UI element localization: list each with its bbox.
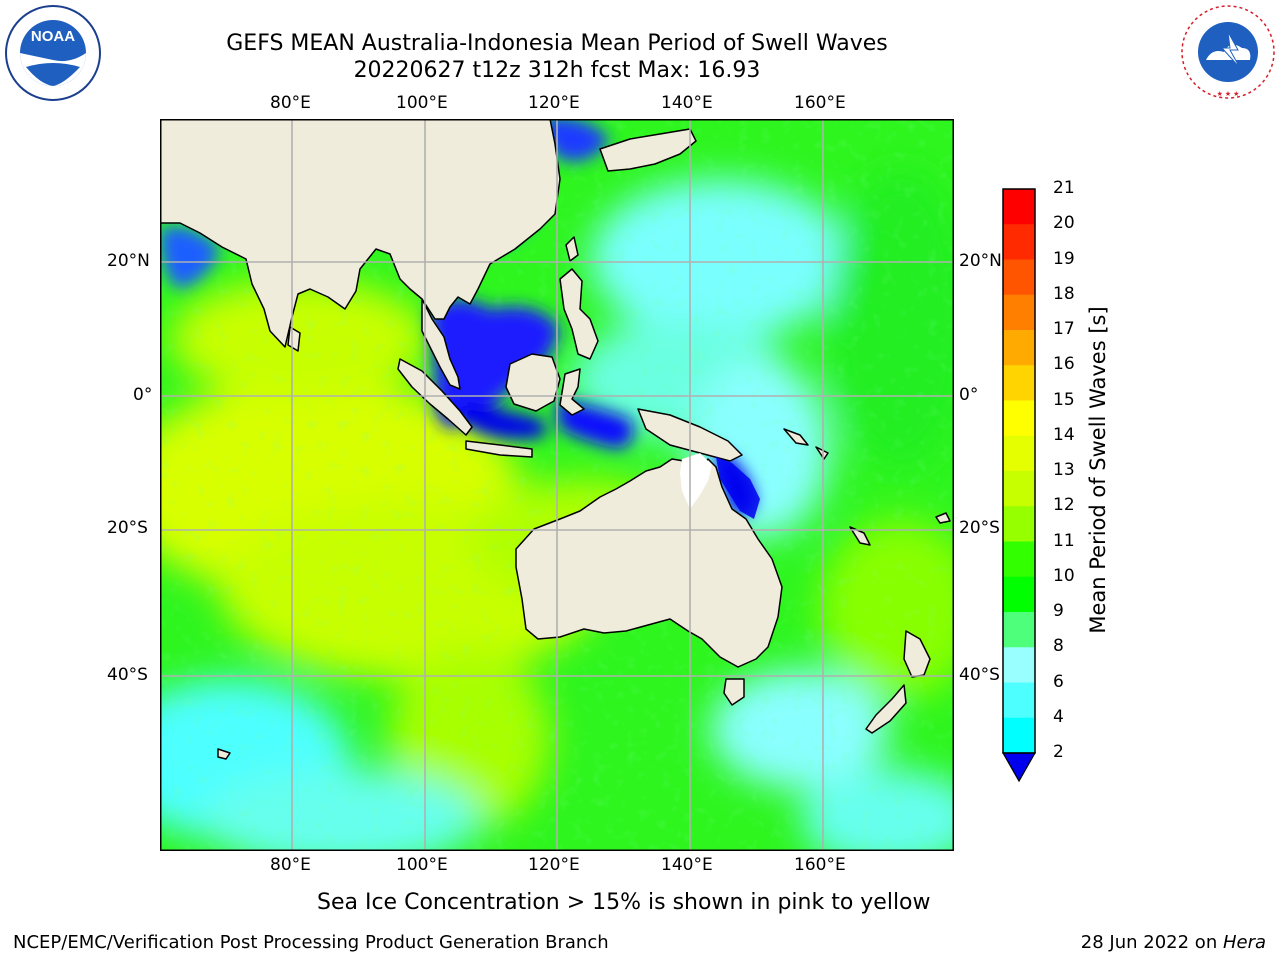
noaa-logo-text: NOAA <box>31 28 75 45</box>
svg-text:★ ★ ★: ★ ★ ★ <box>1217 90 1240 98</box>
chart-title: GEFS MEAN Australia-Indonesia Mean Perio… <box>226 31 888 56</box>
colorbar-tick-label: 2 <box>1053 742 1064 762</box>
lon-label-top: 120°E <box>528 93 580 113</box>
nws-logo: ★ ★ ★ <box>1178 2 1278 102</box>
colorbar-tick-label: 12 <box>1053 495 1075 516</box>
colorbar-segment <box>1003 259 1035 296</box>
colorbar-tick-label: 14 <box>1053 424 1075 445</box>
lon-label-top: 100°E <box>396 93 448 113</box>
lat-label-right: 40°S <box>959 665 1000 685</box>
noaa-logo: NOAA <box>4 4 102 102</box>
colorbar-segment <box>1003 400 1035 437</box>
colorbar-segment <box>1003 612 1035 648</box>
swell-period-map <box>160 119 954 851</box>
colorbar-tick-label: 18 <box>1053 283 1075 304</box>
lat-label-right: 20°S <box>959 518 1000 538</box>
footer-machine: Hera <box>1222 932 1266 953</box>
colorbar-segment <box>1003 506 1035 542</box>
lat-label-left: 0° <box>133 385 153 405</box>
footer-date: 28 Jun 2022 on Hera <box>1081 932 1266 953</box>
colorbar-segment <box>1003 576 1035 613</box>
colorbar-segment <box>1003 330 1035 366</box>
lon-label-bottom: 120°E <box>528 855 580 875</box>
colorbar-tick-label: 6 <box>1053 671 1064 692</box>
colorbar-segment <box>1003 435 1035 472</box>
colorbar-tick-label: 16 <box>1053 354 1075 375</box>
chart-subtitle: 20220627 t12z 312h fcst Max: 16.93 <box>353 58 761 83</box>
colorbar-segment <box>1003 365 1035 401</box>
footer-date-text: 28 Jun 2022 on <box>1080 932 1223 953</box>
lon-label-top: 140°E <box>661 93 713 113</box>
colorbar-tick-label: 8 <box>1053 636 1064 657</box>
colorbar-segment <box>1003 541 1035 578</box>
lat-label-left: 40°S <box>107 665 148 685</box>
lon-label-top: 80°E <box>270 93 311 113</box>
colorbar <box>1001 187 1037 787</box>
lon-label-bottom: 140°E <box>661 855 713 875</box>
colorbar-tick-label: 20 <box>1053 213 1075 234</box>
colorbar-segment <box>1003 224 1035 260</box>
colorbar-tick-label: 19 <box>1053 248 1075 269</box>
colorbar-tick-label: 21 <box>1053 178 1075 198</box>
lat-label-right: 0° <box>959 385 979 405</box>
colorbar-tick-label: 10 <box>1053 565 1075 586</box>
colorbar-segment <box>1003 647 1035 683</box>
colorbar-segment <box>1003 294 1035 331</box>
colorbar-segment <box>1003 471 1035 507</box>
lon-label-bottom: 100°E <box>396 855 448 875</box>
lat-label-left: 20°N <box>107 251 150 271</box>
colorbar-tick-label: 11 <box>1053 530 1075 551</box>
lon-label-bottom: 160°E <box>794 855 846 875</box>
footer-branch: NCEP/EMC/Verification Post Processing Pr… <box>13 932 609 953</box>
sea-ice-note: Sea Ice Concentration > 15% is shown in … <box>317 890 931 915</box>
colorbar-title: Mean Period of Swell Waves [s] <box>1086 306 1110 634</box>
lat-label-right: 20°N <box>959 251 1002 271</box>
lat-label-left: 20°S <box>107 518 148 538</box>
colorbar-tick-label: 17 <box>1053 319 1075 339</box>
colorbar-segment <box>1003 682 1035 719</box>
lon-label-bottom: 80°E <box>270 855 311 875</box>
colorbar-tick-label: 13 <box>1053 460 1075 480</box>
colorbar-tick-label: 9 <box>1053 601 1064 621</box>
colorbar-tick-label: 15 <box>1053 389 1075 410</box>
colorbar-tick-label: 4 <box>1053 706 1064 727</box>
colorbar-segment <box>1003 189 1035 225</box>
lon-label-top: 160°E <box>794 93 846 113</box>
colorbar-segment <box>1003 717 1035 754</box>
